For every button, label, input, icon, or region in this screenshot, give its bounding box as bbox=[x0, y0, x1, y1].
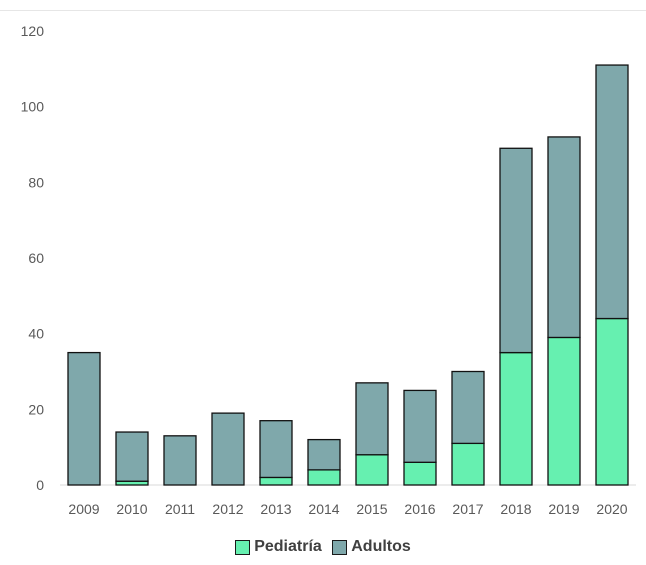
y-tick-label: 40 bbox=[28, 326, 44, 342]
top-divider bbox=[0, 10, 646, 11]
bar-segment-pediatria bbox=[259, 476, 293, 486]
y-tick-label: 100 bbox=[21, 99, 45, 115]
bar-segment-pediatria bbox=[403, 461, 437, 486]
x-tick-label: 2009 bbox=[68, 501, 99, 517]
bar-segment-adultos bbox=[547, 136, 581, 339]
legend-label-adultos: Adultos bbox=[351, 538, 411, 555]
bar-segment-adultos bbox=[163, 435, 197, 486]
bar-segment-adultos bbox=[67, 351, 101, 486]
y-tick-label: 0 bbox=[36, 477, 44, 493]
bar-segment-adultos bbox=[451, 370, 485, 445]
legend-item-adultos: Adultos bbox=[332, 538, 411, 556]
x-tick-label: 2015 bbox=[356, 501, 387, 517]
bar-segment-adultos bbox=[259, 420, 293, 479]
bar-segment-pediatria bbox=[547, 336, 581, 486]
legend-swatch-pediatria bbox=[235, 539, 251, 555]
x-tick-label: 2012 bbox=[212, 501, 243, 517]
x-tick-label: 2018 bbox=[500, 501, 531, 517]
y-tick-label: 80 bbox=[28, 174, 44, 190]
bar-segment-pediatria bbox=[499, 351, 533, 486]
bar-segment-adultos bbox=[307, 438, 341, 471]
x-tick-label: 2010 bbox=[116, 501, 147, 517]
bars bbox=[67, 64, 629, 486]
y-axis-ticks: 0 20 40 60 80 100 120 bbox=[21, 23, 45, 493]
bar-segment-pediatria bbox=[355, 454, 389, 486]
x-tick-label: 2020 bbox=[596, 501, 627, 517]
bar-segment-adultos bbox=[211, 412, 245, 486]
x-tick-label: 2013 bbox=[260, 501, 291, 517]
legend-item-pediatria: Pediatría bbox=[235, 538, 322, 556]
bar-segment-pediatria bbox=[451, 442, 485, 486]
legend: Pediatría Adultos bbox=[0, 538, 646, 560]
x-tick-label: 2017 bbox=[452, 501, 483, 517]
bar-segment-adultos bbox=[403, 389, 437, 463]
x-tick-label: 2016 bbox=[404, 501, 435, 517]
x-tick-label: 2011 bbox=[165, 501, 195, 517]
stacked-bar-chart: 0 20 40 60 80 100 120 2009 2010 2011 2012 2013 2014… bbox=[21, 23, 636, 517]
x-tick-label: 2014 bbox=[308, 501, 339, 517]
y-tick-label: 20 bbox=[28, 401, 44, 417]
bar-segment-pediatria bbox=[307, 469, 341, 486]
legend-swatch-adultos bbox=[332, 539, 348, 555]
x-tick-label: 2019 bbox=[548, 501, 579, 517]
y-tick-label: 60 bbox=[28, 250, 44, 266]
bar-segment-adultos bbox=[355, 382, 389, 456]
y-tick-label: 120 bbox=[21, 23, 45, 39]
bar-segment-adultos bbox=[499, 147, 533, 354]
bar-segment-adultos bbox=[115, 431, 149, 482]
bar-segment-adultos bbox=[595, 64, 629, 320]
bar-segment-pediatria bbox=[595, 317, 629, 486]
legend-label-pediatria: Pediatría bbox=[254, 538, 322, 555]
x-axis-ticks: 2009 2010 2011 2012 2013 2014 2015 2016 2017 2018… bbox=[68, 501, 627, 517]
